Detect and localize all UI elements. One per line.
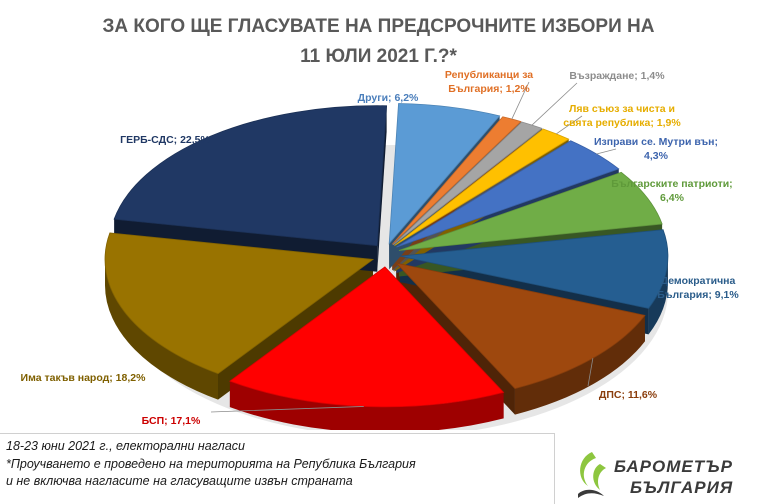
footer-line-3: и не включва нагласите на гласуващите из…: [6, 474, 353, 488]
slice-label-3: Ляв съюз за чиста и свята република; 1,9%: [563, 103, 681, 129]
pie-slice-side-7: [514, 315, 645, 415]
leader-line-4: [596, 148, 617, 155]
pie-slice-side-6: [648, 256, 668, 335]
logo-text-bottom: БЪЛГАРИЯ: [630, 478, 733, 497]
pie-slice-side-9: [105, 259, 219, 400]
pie-slice-6: [399, 229, 669, 309]
slice-label-10: ГЕРБ-СДС; 22,5%: [120, 134, 210, 146]
slice-label-1: Републиканци за България; 1,2%: [445, 69, 533, 95]
barometer-logo: БАРОМЕТЪР БЪЛГАРИЯ: [578, 452, 733, 498]
pie-slice-9: [104, 232, 375, 375]
leader-line-1: [511, 81, 530, 120]
pie-slice-wall-10-1: [377, 105, 387, 272]
chart-title-line-2: 11 ЮЛИ 2021 Г.?*: [300, 46, 457, 67]
slice-label-4: Изправи се. Мутри вън; 4,3%: [594, 136, 718, 162]
pie-slice-7: [395, 262, 646, 390]
chart-title: ЗА КОГО ЩЕ ГЛАСУВАТЕ НА ПРЕДСРОЧНИТЕ ИЗБ…: [0, 12, 757, 72]
leader-line-3: [556, 115, 583, 135]
slice-label-0: Други; 6,2%: [358, 92, 419, 104]
footer-line-1: 18-23 юни 2021 г., електорални нагласи: [6, 439, 245, 453]
logo-emblem-icon: [578, 452, 606, 498]
footer-note: 18-23 юни 2021 г., електорални нагласи *…: [0, 433, 555, 504]
slice-label-2: Възраждане; 1,4%: [569, 70, 665, 82]
logo-text-top: БАРОМЕТЪР: [614, 457, 733, 476]
pie-chart: Други; 6,2% Републиканци за България; 1,2%…: [21, 69, 739, 430]
pie-slice-5: [398, 171, 663, 251]
leader-line-7: [587, 358, 594, 387]
leader-line-2: [531, 82, 578, 126]
slice-label-6: Демократична България; 9,1%: [657, 275, 739, 301]
pie-slice-10: [113, 105, 388, 247]
slice-label-7: ДПС; 11,6%: [599, 389, 658, 401]
chart-title-line-1: ЗА КОГО ЩЕ ГЛАСУВАТЕ НА ПРЕДСРОЧНИТЕ ИЗБ…: [102, 16, 655, 37]
slice-label-5: Българските патриоти; 6,4%: [611, 178, 732, 204]
leader-line-8: [210, 406, 364, 413]
pie-slice-0: [388, 103, 501, 245]
pie-slice-4: [396, 140, 620, 248]
slice-label-8: БСП; 17,1%: [142, 415, 201, 427]
pie-slice-side-8: [229, 381, 504, 430]
footer-line-2: *Проучването е проведено на територията …: [6, 456, 416, 471]
slice-label-9: Има такъв народ; 18,2%: [21, 372, 147, 384]
